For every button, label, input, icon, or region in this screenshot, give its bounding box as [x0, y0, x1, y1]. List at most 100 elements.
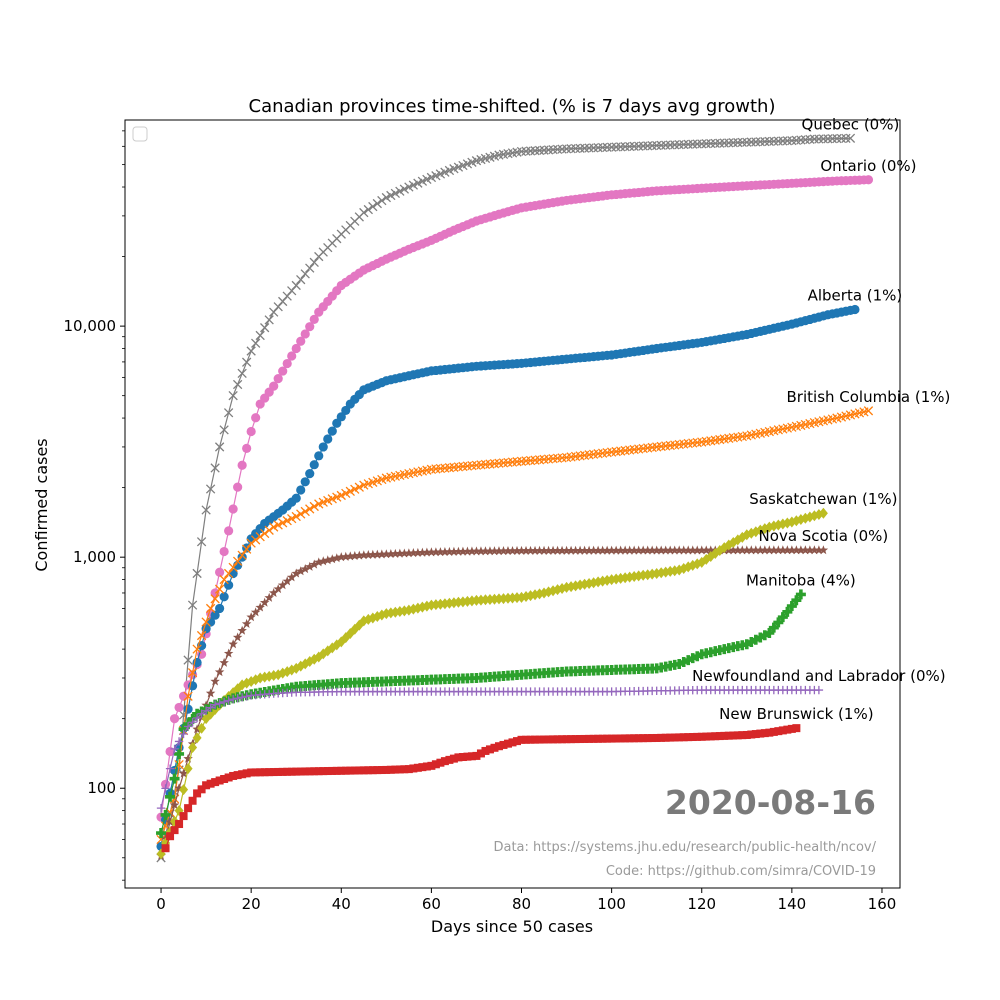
data-point: [738, 731, 747, 740]
series-5: [156, 507, 828, 860]
data-point: [706, 732, 715, 741]
data-point: [300, 269, 310, 279]
data-point: [692, 545, 702, 555]
data-point: [328, 766, 337, 775]
data-point: [746, 137, 756, 147]
data-point: [692, 651, 703, 662]
data-point: [688, 733, 697, 742]
data-point: [552, 545, 563, 555]
data-point: [490, 743, 499, 752]
data-point: [372, 198, 382, 209]
data-point: [778, 136, 788, 146]
data-point: [183, 691, 193, 701]
data-point: [458, 753, 467, 762]
data-point: [350, 484, 360, 494]
data-point: [255, 532, 265, 542]
data-point: [431, 760, 440, 769]
data-point: [228, 694, 238, 704]
data-point: [192, 732, 202, 744]
data-point: [196, 537, 207, 547]
data-point: [845, 133, 856, 143]
data-point: [566, 144, 576, 154]
data-point: [246, 426, 256, 437]
data-point: [453, 546, 464, 556]
data-point: [530, 545, 540, 555]
data-point: [241, 357, 252, 367]
data-point: [687, 653, 698, 664]
data-point: [525, 545, 536, 555]
data-point: [693, 732, 702, 741]
data-point: [229, 771, 238, 780]
data-point: [512, 545, 522, 555]
data-point: [223, 568, 234, 579]
data-point: [251, 535, 261, 545]
data-point: [661, 140, 671, 150]
data-point: [237, 550, 247, 560]
plot-frame: [124, 119, 901, 889]
data-point: [481, 746, 490, 755]
data-point: [404, 548, 414, 558]
data-point: [791, 595, 802, 606]
data-point: [639, 734, 648, 743]
data-point: [814, 134, 824, 144]
data-point: [161, 784, 170, 793]
data-point: [300, 329, 310, 339]
series-end-label: British Columbia (1%): [787, 388, 951, 406]
data-point: [224, 526, 234, 536]
data-point: [283, 767, 292, 776]
data-point: [313, 557, 324, 567]
series-layer: [156, 133, 874, 863]
series-labels: Quebec (0%) Ontario (0%) Alberta (1%) Briti…: [692, 115, 950, 723]
data-point: [516, 545, 527, 555]
data-point: [219, 697, 229, 707]
data-point: [291, 493, 301, 503]
data-point: [395, 186, 405, 196]
x-tick-label: 20: [242, 895, 261, 913]
data-point: [174, 737, 184, 746]
data-point: [818, 134, 829, 144]
data-point: [323, 555, 333, 565]
data-point: [277, 580, 288, 590]
data-point: [606, 545, 617, 555]
data-point: [345, 551, 356, 561]
data-point: [787, 724, 796, 733]
data-point: [620, 142, 630, 152]
data-point: [228, 639, 238, 649]
data-point: [651, 545, 662, 555]
x-tick-label: 160: [868, 895, 897, 913]
data-point: [598, 734, 607, 743]
data-point: [783, 725, 792, 734]
data-point: [729, 731, 738, 740]
data-point: [201, 706, 211, 715]
data-point: [224, 773, 233, 782]
data-point: [498, 546, 509, 556]
data-point: [404, 765, 413, 774]
data-point: [259, 597, 270, 607]
data-point: [751, 545, 761, 555]
data-point: [508, 738, 517, 747]
data-point: [796, 545, 806, 555]
data-point: [580, 734, 589, 743]
data-point: [269, 381, 279, 391]
data-point: [296, 767, 305, 776]
data-point: [273, 584, 283, 594]
data-point: [634, 734, 643, 743]
data-point: [341, 551, 351, 561]
data-point: [210, 463, 220, 473]
data-point: [169, 714, 180, 724]
data-point: [669, 545, 680, 555]
data-point: [737, 545, 748, 555]
data-point: [435, 547, 446, 557]
data-point: [377, 549, 387, 559]
data-point: [724, 138, 734, 148]
data-point: [719, 138, 729, 148]
data-point: [814, 685, 824, 695]
data-point: [805, 545, 815, 555]
data-point: [175, 820, 184, 829]
data-point: [345, 486, 355, 496]
data-point: [282, 358, 292, 369]
data-point: [476, 546, 486, 556]
x-tick-label: 140: [778, 895, 807, 913]
data-point: [575, 545, 585, 555]
